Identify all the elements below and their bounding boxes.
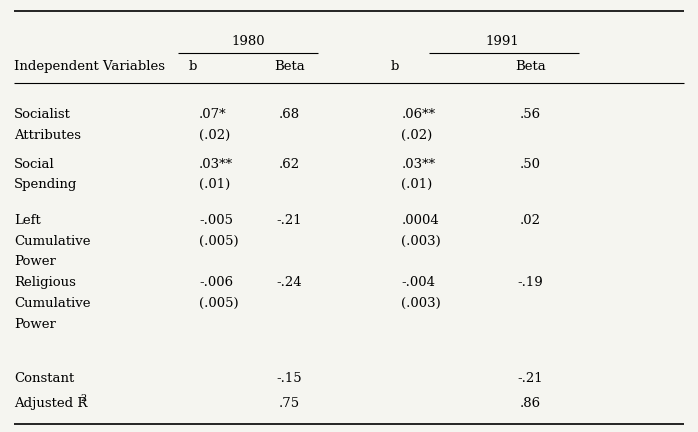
Text: b: b xyxy=(391,60,399,73)
Text: -.19: -.19 xyxy=(518,276,543,289)
Text: Power: Power xyxy=(14,318,56,331)
Text: Constant: Constant xyxy=(14,372,74,384)
Text: (.005): (.005) xyxy=(199,235,239,248)
Text: Adjusted R: Adjusted R xyxy=(14,397,87,410)
Text: (.003): (.003) xyxy=(401,235,441,248)
Text: Cumulative: Cumulative xyxy=(14,297,91,310)
Text: 1980: 1980 xyxy=(231,35,265,48)
Text: .62: .62 xyxy=(279,158,300,171)
Text: .68: .68 xyxy=(279,108,300,121)
Text: .02: .02 xyxy=(520,214,541,227)
Text: (.02): (.02) xyxy=(401,129,433,142)
Text: (.005): (.005) xyxy=(199,297,239,310)
Text: -.005: -.005 xyxy=(199,214,233,227)
Text: -.004: -.004 xyxy=(401,276,436,289)
Text: (.01): (.01) xyxy=(199,178,230,191)
Text: Left: Left xyxy=(14,214,40,227)
Text: (.01): (.01) xyxy=(401,178,433,191)
Text: Religious: Religious xyxy=(14,276,76,289)
Text: Socialist: Socialist xyxy=(14,108,70,121)
Text: .86: .86 xyxy=(520,397,541,410)
Text: .0004: .0004 xyxy=(401,214,439,227)
Text: -.15: -.15 xyxy=(277,372,302,384)
Text: .07*: .07* xyxy=(199,108,227,121)
Text: Independent Variables: Independent Variables xyxy=(14,60,165,73)
Text: b: b xyxy=(188,60,197,73)
Text: Power: Power xyxy=(14,255,56,268)
Text: -.24: -.24 xyxy=(277,276,302,289)
Text: 2: 2 xyxy=(80,394,87,403)
Text: (.003): (.003) xyxy=(401,297,441,310)
Text: -.21: -.21 xyxy=(277,214,302,227)
Text: 1991: 1991 xyxy=(486,35,519,48)
Text: .56: .56 xyxy=(520,108,541,121)
Text: .03**: .03** xyxy=(199,158,233,171)
Text: Beta: Beta xyxy=(274,60,305,73)
Text: Beta: Beta xyxy=(515,60,546,73)
Text: .03**: .03** xyxy=(401,158,436,171)
Text: -.21: -.21 xyxy=(518,372,543,384)
Text: -.006: -.006 xyxy=(199,276,233,289)
Text: Attributes: Attributes xyxy=(14,129,81,142)
Text: Spending: Spending xyxy=(14,178,77,191)
Text: (.02): (.02) xyxy=(199,129,230,142)
Text: .75: .75 xyxy=(279,397,300,410)
Text: .06**: .06** xyxy=(401,108,436,121)
Text: Social: Social xyxy=(14,158,54,171)
Text: .50: .50 xyxy=(520,158,541,171)
Text: Cumulative: Cumulative xyxy=(14,235,91,248)
